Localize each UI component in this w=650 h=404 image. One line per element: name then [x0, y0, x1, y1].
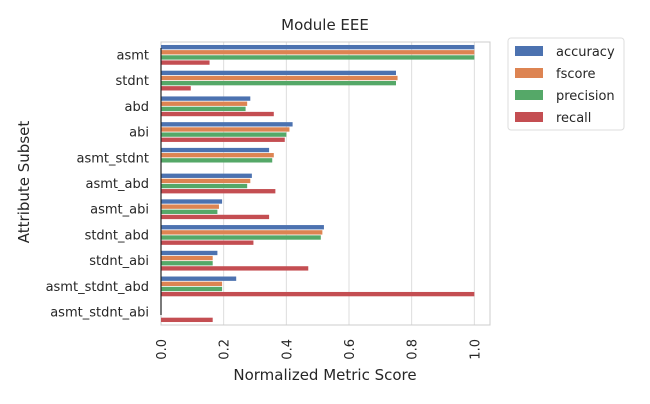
- y-tick-label: asmt_abd: [86, 177, 149, 192]
- y-tick-label: asmt_stdnt: [77, 151, 149, 166]
- bar-fscore: [161, 281, 223, 287]
- bar-recall: [161, 86, 191, 91]
- bar-accuracy: [161, 96, 251, 101]
- plot-area: 0.0 0.2 0.4 0.6 0.8 1.0 asmt stdnt abd abi asmt_st…: [46, 41, 491, 360]
- bar-precision: [161, 106, 246, 112]
- bar-recall: [161, 137, 285, 142]
- y-tick-label: asmt: [117, 48, 150, 63]
- x-tick-label: 0.4: [280, 339, 295, 360]
- bar-precision: [161, 158, 273, 163]
- legend-swatch-fscore: [515, 68, 543, 78]
- bar-fscore: [161, 255, 213, 261]
- bar-precision: [161, 209, 218, 214]
- x-tick-label: 0.6: [343, 339, 358, 360]
- bar-recall: [161, 111, 274, 117]
- bar-fscore: [161, 178, 251, 184]
- bar-fscore: [161, 50, 475, 55]
- bar-accuracy: [161, 173, 252, 178]
- x-axis-label: Normalized Metric Score: [233, 366, 416, 384]
- bar-fscore: [161, 75, 398, 81]
- bar-precision: [161, 183, 248, 189]
- bar-recall: [161, 240, 254, 245]
- x-tick-label: 1.0: [468, 339, 483, 360]
- legend-label-fscore: fscore: [556, 67, 596, 82]
- x-tick-label: 0.0: [155, 339, 170, 360]
- bar-recall: [161, 291, 475, 297]
- bar-accuracy: [161, 147, 270, 153]
- y-axis-label: Attribute Subset: [15, 121, 33, 244]
- bar-recall: [161, 266, 309, 271]
- legend-label-recall: recall: [556, 111, 591, 126]
- bar-recall: [161, 214, 270, 220]
- bar-precision: [161, 261, 213, 266]
- legend-label-precision: precision: [556, 89, 615, 104]
- bar-precision: [161, 286, 223, 292]
- bar-accuracy: [161, 250, 218, 256]
- y-tick-label: abd: [125, 100, 149, 115]
- legend: accuracy fscore precision recall: [507, 37, 625, 131]
- bar-accuracy: [161, 44, 475, 50]
- bar-recall: [161, 317, 213, 323]
- legend-swatch-precision: [515, 90, 543, 100]
- x-tick-label: 0.8: [406, 339, 421, 360]
- bar-accuracy: [161, 225, 324, 230]
- bar-precision: [161, 235, 321, 240]
- legend-swatch-recall: [515, 112, 543, 122]
- bar-recall: [161, 60, 210, 65]
- y-tick-label: asmt_abi: [90, 203, 149, 218]
- bar-precision: [161, 80, 396, 86]
- y-tick-label: stdnt: [116, 74, 149, 89]
- bar-accuracy: [161, 70, 396, 76]
- bar-accuracy: [161, 199, 223, 204]
- bar-fscore: [161, 101, 248, 106]
- bar-fscore: [161, 204, 219, 209]
- y-tick-label: stdnt_abi: [89, 254, 149, 269]
- y-tick-label: asmt_stdnt_abd: [46, 280, 149, 295]
- legend-box: [507, 37, 625, 131]
- x-tick-label: 0.2: [218, 339, 233, 360]
- y-tick-label: abi: [129, 126, 149, 141]
- bar-fscore: [161, 127, 290, 132]
- bar-precision: [161, 132, 287, 137]
- y-tick-label: stdnt_abd: [85, 228, 149, 243]
- legend-swatch-accuracy: [515, 46, 543, 56]
- bar-fscore: [161, 153, 274, 158]
- y-tick-label: asmt_stdnt_abi: [50, 306, 149, 321]
- chart-title: Module EEE: [281, 16, 369, 34]
- bar-precision: [161, 55, 475, 60]
- bar-recall: [161, 189, 276, 194]
- bar-accuracy: [161, 122, 293, 127]
- bar-accuracy: [161, 276, 237, 281]
- legend-label-accuracy: accuracy: [556, 45, 615, 60]
- bar-fscore: [161, 230, 323, 235]
